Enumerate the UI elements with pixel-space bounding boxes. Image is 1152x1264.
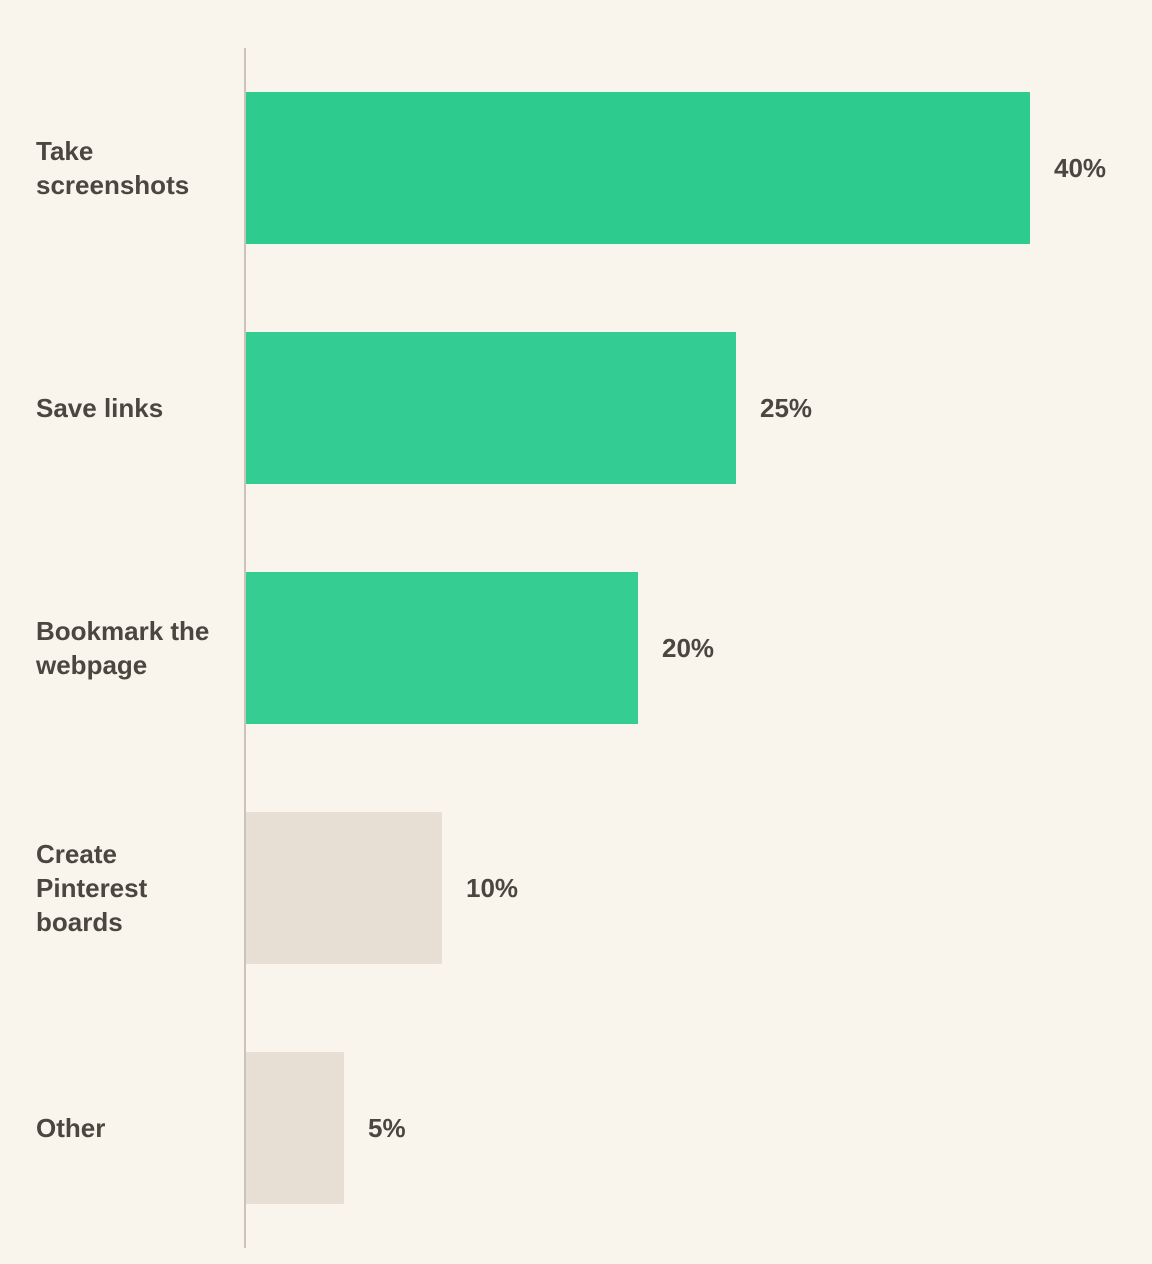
bar-2 bbox=[246, 572, 638, 724]
value-labels: 40% 25% 20% 10% 5% bbox=[368, 153, 1106, 1143]
bar-1 bbox=[246, 332, 736, 484]
value-label-0: 40% bbox=[1054, 153, 1106, 183]
value-label-1: 25% bbox=[760, 393, 812, 423]
value-label-3: 10% bbox=[466, 873, 518, 903]
value-label-2: 20% bbox=[662, 633, 714, 663]
bars-group bbox=[246, 92, 1030, 1204]
bar-3 bbox=[246, 812, 442, 964]
value-label-4: 5% bbox=[368, 1113, 406, 1143]
category-label-2: Bookmark the webpage bbox=[35, 616, 209, 680]
category-label-1: Save links bbox=[36, 393, 163, 423]
category-label-0: Take screenshots bbox=[36, 136, 189, 200]
category-label-4: Other bbox=[36, 1113, 105, 1143]
category-label-3: Create Pinterest boards bbox=[36, 839, 148, 937]
bar-0 bbox=[246, 92, 1030, 244]
category-labels: Take screenshots Save links Bookmark the web… bbox=[35, 136, 209, 1143]
bar-4 bbox=[246, 1052, 344, 1204]
